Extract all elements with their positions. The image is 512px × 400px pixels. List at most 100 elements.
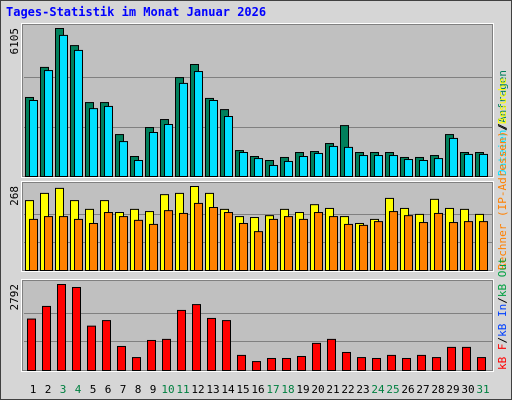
bar <box>42 305 51 372</box>
x-tick-label: 1 <box>30 383 37 396</box>
bar <box>419 160 428 177</box>
bar <box>344 146 353 177</box>
panel <box>21 279 494 372</box>
legend-entry: kB F <box>496 344 509 371</box>
bar <box>404 215 413 271</box>
legend-separator: / <box>496 124 509 131</box>
bar <box>449 137 458 177</box>
bar <box>374 221 383 271</box>
bar <box>59 34 68 178</box>
bar <box>434 212 443 272</box>
bar <box>209 207 218 271</box>
x-tick-label: 17 <box>266 383 279 396</box>
x-tick-label: 28 <box>431 383 444 396</box>
legend-separator: / <box>496 123 509 130</box>
bar <box>389 155 398 177</box>
bar <box>447 346 456 372</box>
bar <box>252 361 261 371</box>
bar <box>404 159 413 177</box>
bar <box>149 223 158 271</box>
bar <box>297 355 306 371</box>
bar <box>27 318 36 372</box>
bar <box>74 218 83 271</box>
x-tick-label: 29 <box>446 383 459 396</box>
bar <box>179 212 188 272</box>
bar <box>314 152 323 177</box>
x-tick-label: 11 <box>176 383 189 396</box>
bar <box>299 218 308 271</box>
bar <box>387 354 396 372</box>
x-tick-label: 8 <box>135 383 142 396</box>
bar <box>372 357 381 371</box>
bar <box>192 304 201 372</box>
x-tick-label: 3 <box>60 383 67 396</box>
bar <box>269 218 278 271</box>
x-tick-label: 6 <box>105 383 112 396</box>
bar <box>479 153 488 177</box>
bar <box>87 325 96 372</box>
bar <box>162 338 171 371</box>
bar <box>479 221 488 271</box>
bar <box>434 158 443 178</box>
x-tick-label: 9 <box>150 383 157 396</box>
bar <box>164 210 173 271</box>
bar <box>117 345 126 371</box>
x-tick-label: 7 <box>120 383 127 396</box>
x-tick-label: 2 <box>45 383 52 396</box>
bar <box>282 357 291 371</box>
bar <box>179 82 188 177</box>
bar <box>389 211 398 272</box>
bar <box>312 342 321 371</box>
x-tick-label: 15 <box>236 383 249 396</box>
x-tick-label: 23 <box>356 383 369 396</box>
x-tick-label: 19 <box>296 383 309 396</box>
bar <box>314 212 323 271</box>
bar <box>134 219 143 272</box>
bar <box>29 100 38 177</box>
x-tick-label: 21 <box>326 383 339 396</box>
bar <box>359 155 368 177</box>
x-tick-label: 26 <box>401 383 414 396</box>
bar <box>464 221 473 271</box>
bar <box>132 357 141 372</box>
bar <box>342 351 351 371</box>
x-tick-label: 31 <box>476 383 489 396</box>
legend-entry: kB In <box>496 304 509 337</box>
bar <box>57 284 66 371</box>
bar <box>164 124 173 177</box>
x-tick-label: 24 <box>371 383 385 396</box>
legend-separator: / <box>496 337 509 344</box>
bar <box>357 357 366 372</box>
x-tick-label: 27 <box>416 383 429 396</box>
bar <box>209 100 218 177</box>
bar <box>89 222 98 272</box>
bar <box>402 357 411 371</box>
bar <box>177 309 186 371</box>
bar <box>29 218 38 271</box>
bar <box>462 346 471 372</box>
legend: Dateien/Anfragen <box>496 70 509 176</box>
y-tick-label: 268 <box>8 186 21 206</box>
bar <box>417 354 426 372</box>
bar <box>149 132 158 177</box>
bar <box>207 317 216 371</box>
bar <box>254 231 263 271</box>
bar <box>284 160 293 177</box>
bar <box>419 222 428 271</box>
bar <box>329 216 338 271</box>
bar <box>224 116 233 177</box>
bar <box>299 156 308 177</box>
y-tick-label: 6105 <box>8 28 21 55</box>
bar <box>44 216 53 271</box>
legend-separator: / <box>496 297 509 304</box>
bar <box>327 338 336 371</box>
bar <box>147 339 156 372</box>
x-tick-label: 20 <box>311 383 324 396</box>
bar <box>477 357 486 372</box>
bar <box>432 357 441 372</box>
bar <box>329 145 338 177</box>
legend: kB F/kB In/kB Out <box>496 257 509 370</box>
bar <box>102 320 111 371</box>
bar <box>254 158 263 178</box>
legend-entry: kB Out <box>496 257 509 297</box>
